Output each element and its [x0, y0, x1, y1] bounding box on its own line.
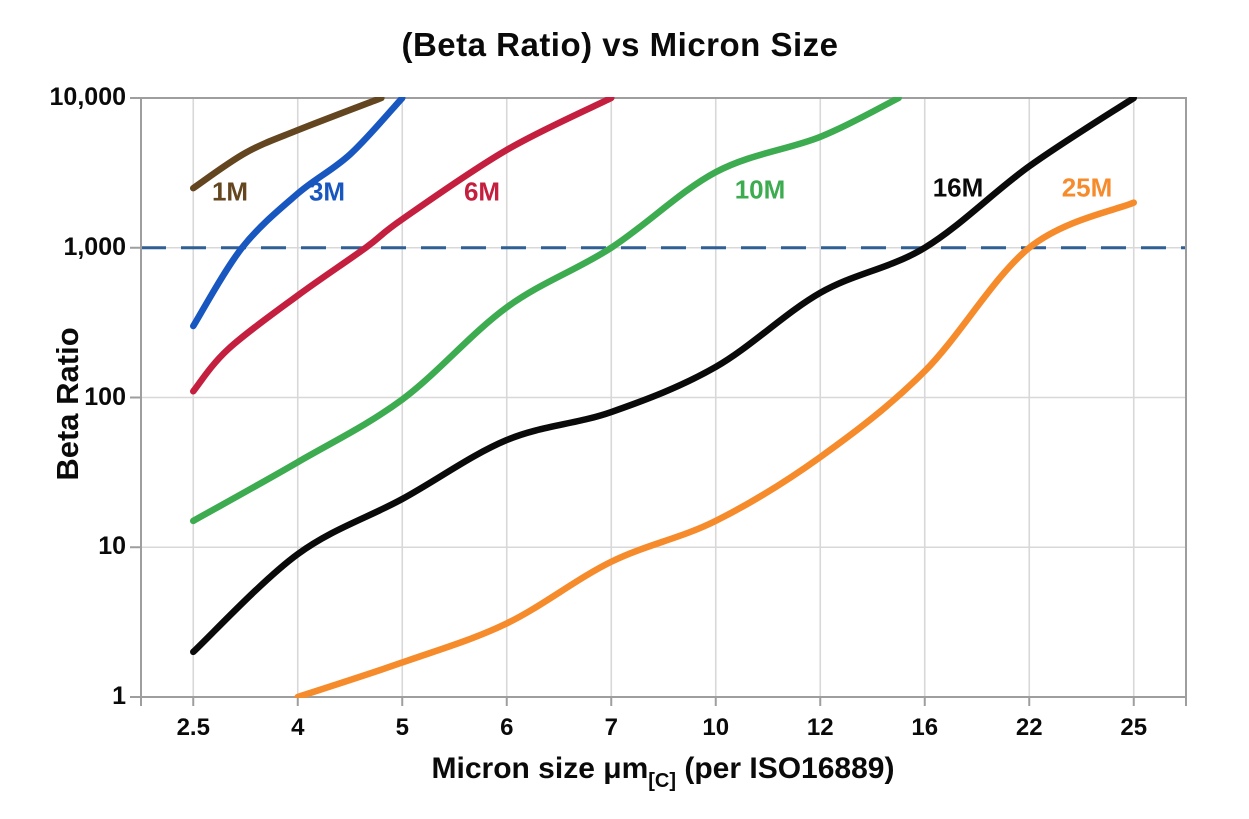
- y-tick-label-100: 100: [84, 382, 126, 411]
- curve-6M: [190, 97, 615, 395]
- curve-25M: [294, 199, 1137, 698]
- x-axis-title: Micron size μm[C] (per ISO16889): [0, 752, 1249, 792]
- x-axis-title-main: Micron size μm: [431, 752, 649, 785]
- series-label-16M: 16M: [932, 172, 984, 203]
- y-tick-label-1,000: 1,000: [63, 232, 126, 261]
- x-tick-label-12: 12: [806, 714, 834, 741]
- y-tick-label-1: 1: [112, 682, 126, 710]
- x-axis-title-tail: (per ISO16889): [676, 752, 895, 785]
- series-label-1M: 1M: [211, 176, 249, 207]
- x-tick-label-10: 10: [702, 714, 730, 741]
- x-tick-label-5: 5: [395, 714, 409, 741]
- curve-3M: [190, 97, 406, 330]
- curve-1M: [190, 97, 385, 192]
- chart-title: (Beta Ratio) vs Micron Size: [401, 26, 839, 63]
- x-axis-title-subscript: [C]: [648, 770, 677, 792]
- series-label-6M: 6M: [463, 176, 501, 207]
- series-label-25M: 25M: [1061, 172, 1113, 203]
- x-tick-label-2.5: 2.5: [176, 714, 210, 741]
- x-tick-label-25: 25: [1120, 714, 1148, 741]
- y-tick-label-10,000: 10,000: [49, 83, 126, 111]
- x-tick-label-7: 7: [604, 714, 618, 741]
- curve-16M: [190, 97, 1137, 656]
- series-label-10M: 10M: [734, 174, 786, 205]
- y-tick-label-10: 10: [98, 532, 126, 561]
- x-tick-label-6: 6: [500, 714, 514, 741]
- x-tick-label-16: 16: [911, 714, 939, 741]
- x-tick-label-22: 22: [1015, 714, 1043, 741]
- x-tick-label-4: 4: [291, 714, 305, 741]
- series-label-3M: 3M: [308, 176, 346, 207]
- curve-10M: [190, 97, 902, 525]
